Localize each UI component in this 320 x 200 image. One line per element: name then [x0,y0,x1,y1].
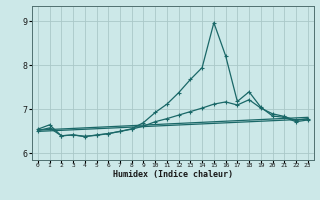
X-axis label: Humidex (Indice chaleur): Humidex (Indice chaleur) [113,170,233,179]
